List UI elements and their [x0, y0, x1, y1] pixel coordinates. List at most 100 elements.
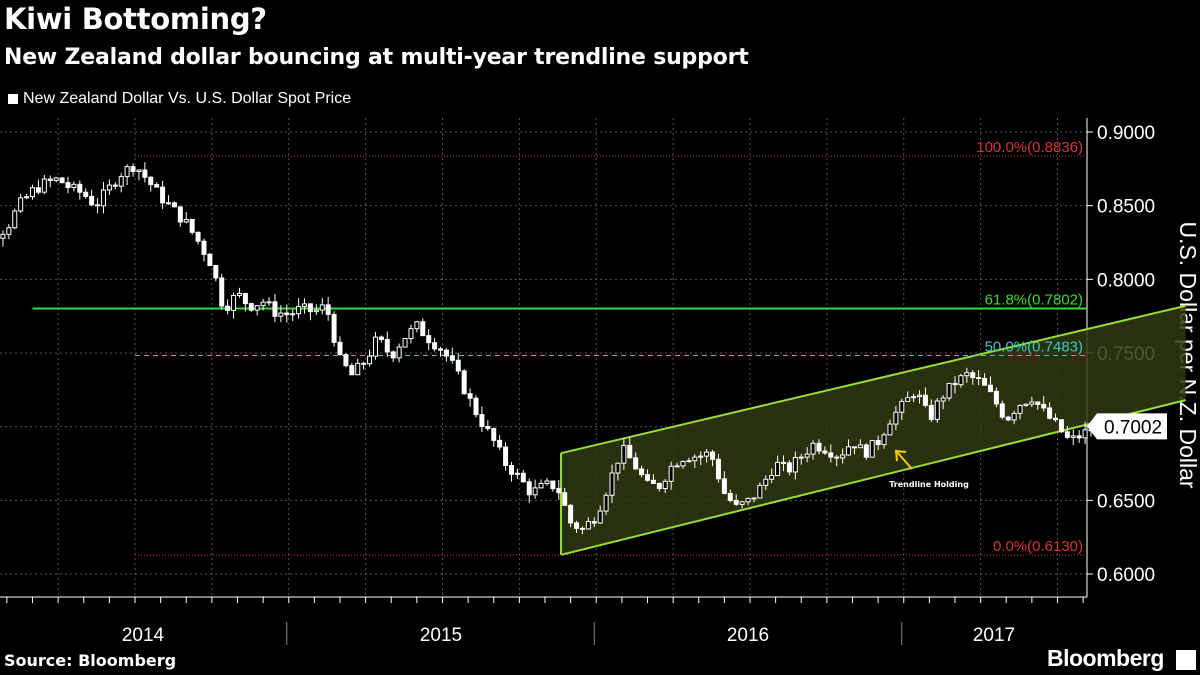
candle-body: [183, 218, 189, 223]
candle-body: [574, 522, 580, 529]
candle-body: [721, 478, 727, 494]
candle-body: [89, 195, 95, 206]
candle-body: [875, 440, 881, 446]
candle-body: [367, 355, 373, 365]
candle-body: [526, 481, 532, 496]
candle-body: [917, 394, 923, 398]
candle-body: [905, 397, 911, 402]
candle-body: [331, 313, 337, 343]
candle-body: [112, 184, 118, 187]
candle-body: [603, 494, 609, 512]
candle-body: [840, 454, 846, 459]
candle-body: [384, 338, 390, 353]
annotation-arrow-head: [894, 449, 907, 462]
candle-body: [621, 444, 627, 464]
candle-body: [899, 400, 905, 413]
candle-body: [319, 304, 325, 311]
candle-body: [65, 182, 71, 189]
candle-body: [485, 426, 491, 430]
candle-body: [260, 301, 266, 307]
candle-body: [1070, 435, 1076, 438]
candle-body: [585, 521, 591, 530]
candle-body: [804, 453, 810, 458]
candle-body: [769, 474, 775, 480]
candle-body: [810, 442, 816, 455]
candle-body: [290, 313, 296, 316]
candle-body: [781, 461, 787, 464]
candle-body: [609, 472, 615, 496]
candle-body: [597, 510, 603, 524]
annotation-label: Trendline Holding: [889, 480, 969, 489]
candle-body: [47, 178, 53, 181]
candle-body: [568, 504, 574, 524]
candle-body: [1029, 401, 1035, 405]
bloomberg-terminal-icon: [1176, 650, 1196, 670]
candle-body: [6, 227, 12, 235]
candle-body: [686, 460, 692, 463]
candle-body: [355, 362, 361, 376]
fib-level-label: 0.0%(0.6130): [993, 538, 1083, 555]
candle-body: [532, 487, 538, 496]
y-tick-label: 0.6000: [1097, 565, 1155, 586]
y-tick-label: 0.9000: [1097, 123, 1155, 144]
candle-body: [166, 202, 172, 205]
candle-body: [757, 484, 763, 499]
candle-body: [733, 499, 739, 505]
chart-title: Kiwi Bottoming?: [4, 2, 267, 36]
candle-body: [396, 346, 402, 359]
candle-body: [24, 196, 30, 199]
candle-body: [124, 166, 130, 178]
legend-swatch: [8, 94, 18, 104]
candle-body: [745, 497, 751, 503]
fib-level-label: 100.0%(0.8836): [976, 139, 1083, 156]
candle-body: [656, 482, 662, 490]
candle-body: [940, 397, 946, 402]
last-price-label: 0.7002: [1104, 417, 1162, 438]
candle-body: [83, 191, 89, 197]
candle-body: [692, 456, 698, 462]
candle-body: [550, 480, 556, 490]
channel-lower-line: [560, 399, 1186, 556]
candle-body: [822, 450, 828, 454]
source-note: Source: Bloomberg: [4, 651, 177, 670]
trend-channel-fill: [561, 305, 1186, 555]
candle-body: [503, 446, 509, 466]
candle-body: [556, 488, 562, 494]
candle-body: [863, 444, 869, 458]
candle-body: [171, 202, 177, 208]
candle-body: [881, 434, 887, 446]
candle-body: [633, 457, 639, 470]
candle-body: [473, 397, 479, 416]
brand-logo-text: Bloomberg: [1047, 645, 1164, 671]
candle-body: [118, 176, 124, 187]
candle-body: [207, 253, 213, 267]
candle-body: [136, 169, 142, 172]
candle-body: [372, 336, 378, 357]
candle-body: [296, 305, 302, 315]
candle-body: [798, 456, 804, 459]
candle-body: [414, 321, 420, 330]
candle-body: [893, 411, 899, 425]
legend: New Zealand Dollar Vs. U.S. Dollar Spot …: [8, 90, 351, 108]
candle-body: [591, 521, 597, 524]
candle-body: [520, 472, 526, 483]
candle-body: [278, 312, 284, 317]
candle-body: [911, 396, 917, 399]
candle-body: [922, 394, 928, 406]
candle-body: [739, 501, 745, 505]
candle-body: [491, 428, 497, 441]
candle-body: [999, 403, 1005, 418]
candle-body: [627, 444, 633, 459]
candle-body: [704, 451, 710, 457]
candle-body: [1064, 431, 1070, 438]
y-tick-label: 0.8500: [1097, 197, 1155, 218]
candle-body: [946, 382, 952, 399]
candle-body: [77, 183, 83, 193]
candle-body: [195, 231, 201, 242]
last-price-tag: [1087, 413, 1167, 440]
candle-body: [148, 176, 154, 186]
candle-body: [650, 479, 656, 484]
candle-body: [349, 365, 355, 376]
candle-body: [816, 442, 822, 452]
candle-body: [668, 465, 674, 482]
